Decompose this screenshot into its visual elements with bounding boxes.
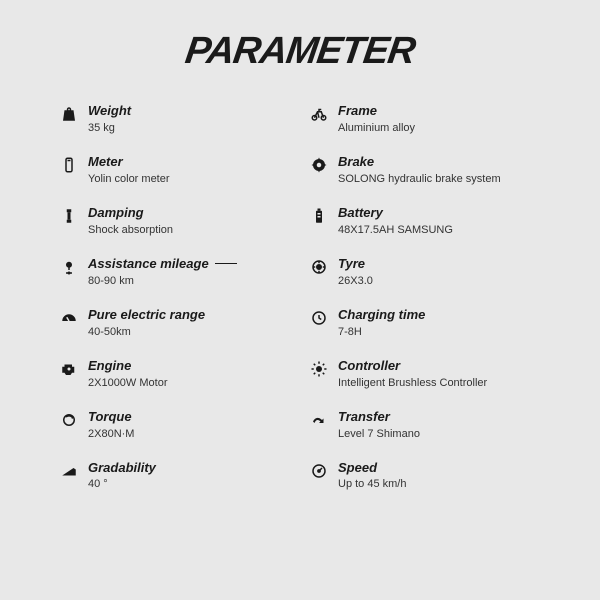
brake-icon xyxy=(310,156,328,174)
clock-icon xyxy=(310,309,328,327)
spec-meter: Meter Yolin color meter xyxy=(60,154,290,187)
spec-label: Transfer xyxy=(338,409,420,425)
spec-value: Up to 45 km/h xyxy=(338,477,406,492)
decorative-line xyxy=(215,263,237,264)
meter-icon xyxy=(60,156,78,174)
transfer-icon xyxy=(310,411,328,429)
weight-icon xyxy=(60,105,78,123)
spec-value: Shock absorption xyxy=(88,223,173,238)
spec-label: Pure electric range xyxy=(88,307,205,323)
spec-torque: Torque 2X80N·M xyxy=(60,409,290,442)
spec-frame: Frame Aluminium alloy xyxy=(310,103,540,136)
page-title: PARAMETER xyxy=(57,30,543,73)
torque-icon xyxy=(60,411,78,429)
engine-icon xyxy=(60,360,78,378)
spec-weight: Weight 35 kg xyxy=(60,103,290,136)
spec-value: Level 7 Shimano xyxy=(338,427,420,442)
spec-value: Intelligent Brushless Controller xyxy=(338,376,487,391)
spec-label: Weight xyxy=(88,103,131,119)
spec-value: 2X80N·M xyxy=(88,427,134,442)
spec-value: SOLONG hydraulic brake system xyxy=(338,172,501,187)
spec-label: Tyre xyxy=(338,256,373,272)
spec-grid: Weight 35 kg Frame Aluminium alloy Meter… xyxy=(60,103,540,493)
controller-icon xyxy=(310,360,328,378)
spec-label: Damping xyxy=(88,205,173,221)
tyre-icon xyxy=(310,258,328,276)
spec-value: Aluminium alloy xyxy=(338,121,415,136)
spec-label: Meter xyxy=(88,154,170,170)
spec-label: Speed xyxy=(338,460,406,476)
spec-label: Torque xyxy=(88,409,134,425)
spec-label: Controller xyxy=(338,358,487,374)
spec-label: Engine xyxy=(88,358,167,374)
spec-brake: Brake SOLONG hydraulic brake system xyxy=(310,154,540,187)
spec-damping: Damping Shock absorption xyxy=(60,205,290,238)
mileage-icon xyxy=(60,258,78,276)
spec-value: 48X17.5AH SAMSUNG xyxy=(338,223,453,238)
bike-icon xyxy=(310,105,328,123)
spec-value: 7-8H xyxy=(338,325,425,340)
slope-icon xyxy=(60,462,78,480)
spec-value: 40 ° xyxy=(88,477,156,492)
spec-controller: Controller Intelligent Brushless Control… xyxy=(310,358,540,391)
spec-label: Frame xyxy=(338,103,415,119)
spec-gradability: Gradability 40 ° xyxy=(60,460,290,493)
spec-charging: Charging time 7-8H xyxy=(310,307,540,340)
spec-engine: Engine 2X1000W Motor xyxy=(60,358,290,391)
spec-mileage: Assistance mileage 80-90 km xyxy=(60,256,290,289)
spec-label: Charging time xyxy=(338,307,425,323)
spec-speed: Speed Up to 45 km/h xyxy=(310,460,540,493)
spec-label: Brake xyxy=(338,154,501,170)
spec-label: Gradability xyxy=(88,460,156,476)
spec-tyre: Tyre 26X3.0 xyxy=(310,256,540,289)
damping-icon xyxy=(60,207,78,225)
spec-label: Battery xyxy=(338,205,453,221)
spec-value: 26X3.0 xyxy=(338,274,373,289)
battery-icon xyxy=(310,207,328,225)
spec-transfer: Transfer Level 7 Shimano xyxy=(310,409,540,442)
spec-label: Assistance mileage xyxy=(88,256,209,272)
spec-battery: Battery 48X17.5AH SAMSUNG xyxy=(310,205,540,238)
spec-value: 80-90 km xyxy=(88,274,237,289)
speed-icon xyxy=(310,462,328,480)
spec-value: 35 kg xyxy=(88,121,131,136)
spec-value: 40-50km xyxy=(88,325,205,340)
spec-sheet: PARAMETER Weight 35 kg Frame Aluminium a… xyxy=(0,0,600,513)
spec-value: Yolin color meter xyxy=(88,172,170,187)
gauge-icon xyxy=(60,309,78,327)
spec-value: 2X1000W Motor xyxy=(88,376,167,391)
spec-range: Pure electric range 40-50km xyxy=(60,307,290,340)
